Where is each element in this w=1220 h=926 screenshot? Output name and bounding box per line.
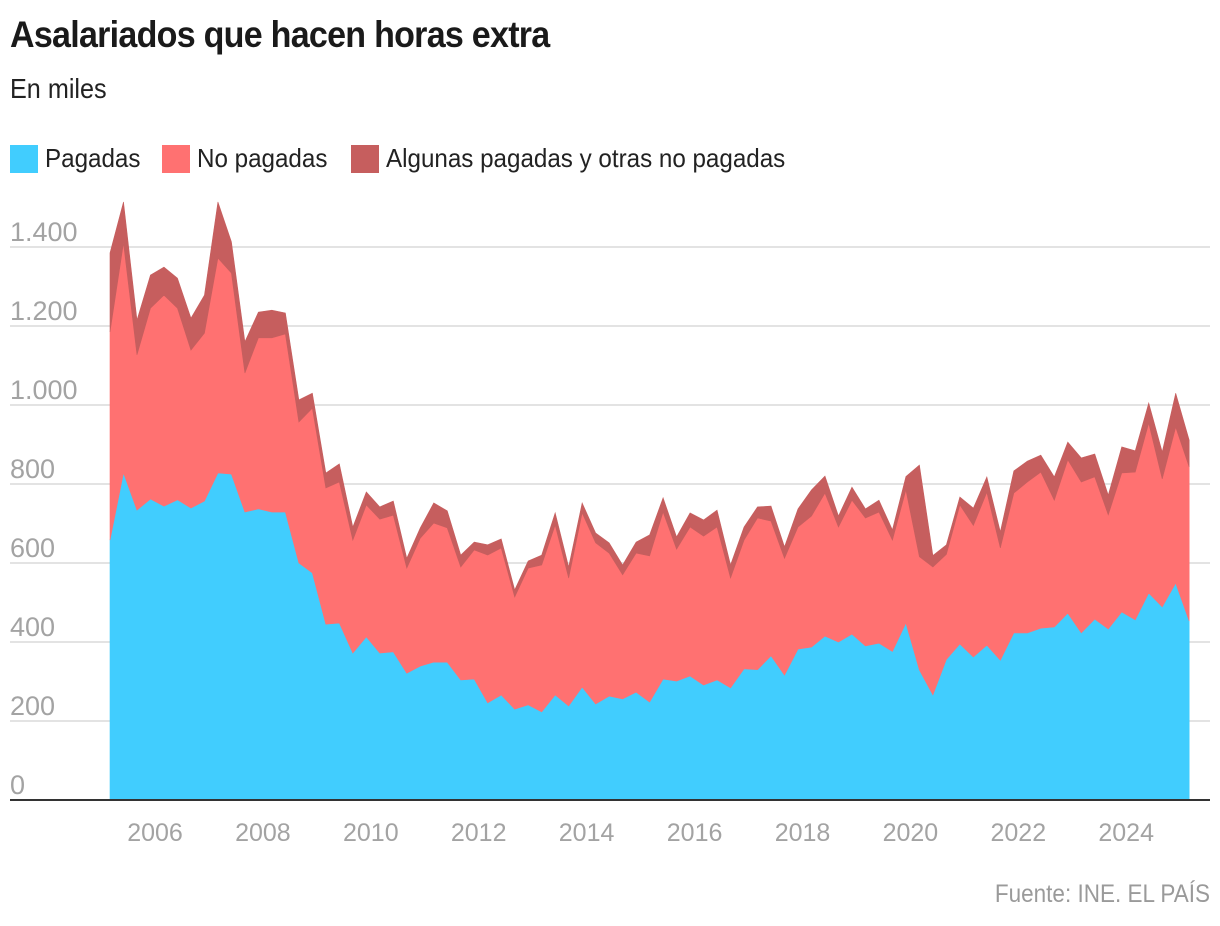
legend-label-no-pagadas: No pagadas [196, 143, 328, 173]
area-algunas [109, 201, 1190, 598]
area-series [109, 201, 1190, 801]
y-tick-label: 1.400 [10, 217, 78, 247]
y-tick-label: 0 [10, 770, 25, 800]
legend-swatch-no-pagadas [161, 144, 190, 173]
x-tick-label: 2010 [343, 819, 399, 847]
legend-swatch-algunas [350, 144, 379, 173]
y-tick-label: 1.000 [10, 375, 78, 405]
y-tick-label: 800 [10, 454, 55, 484]
x-tick-label: 2014 [559, 819, 615, 847]
x-tick-label: 2006 [127, 819, 183, 847]
x-tick-label: 2012 [451, 819, 507, 847]
chart-title: Asalariados que hacen horas extra [10, 14, 550, 55]
x-tick-label: 2018 [775, 819, 831, 847]
x-tick-label: 2020 [883, 819, 939, 847]
legend-swatch-pagadas [10, 144, 38, 173]
y-axis-labels: 0 200 400 600 800 1.000 1.200 1.400 [10, 217, 78, 800]
y-tick-label: 200 [10, 691, 55, 721]
y-tick-label: 1.200 [10, 296, 78, 326]
x-axis-labels: 2006 2008 2010 2012 2014 2016 2018 2020 2022 2024 [127, 819, 1154, 847]
x-tick-label: 2024 [1098, 819, 1154, 847]
x-tick-label: 2008 [235, 819, 291, 847]
legend-item-algunas: Algunas pagadas y otras no pagadas [350, 143, 815, 174]
chart-subtitle: En miles [10, 73, 107, 104]
legend-item-pagadas: Pagadas [10, 143, 148, 174]
legend-label-algunas: Algunas pagadas y otras no pagadas [385, 143, 786, 173]
legend: Pagadas No pagadas Algunas pagadas y otr… [10, 143, 829, 174]
source-note: Fuente: INE. EL PAÍS [994, 880, 1210, 908]
y-tick-label: 600 [10, 533, 55, 563]
legend-item-no-pagadas: No pagadas [161, 143, 337, 174]
y-tick-label: 400 [10, 612, 55, 642]
x-tick-label: 2022 [990, 819, 1046, 847]
x-tick-label: 2016 [667, 819, 723, 847]
legend-label-pagadas: Pagadas [45, 143, 141, 173]
